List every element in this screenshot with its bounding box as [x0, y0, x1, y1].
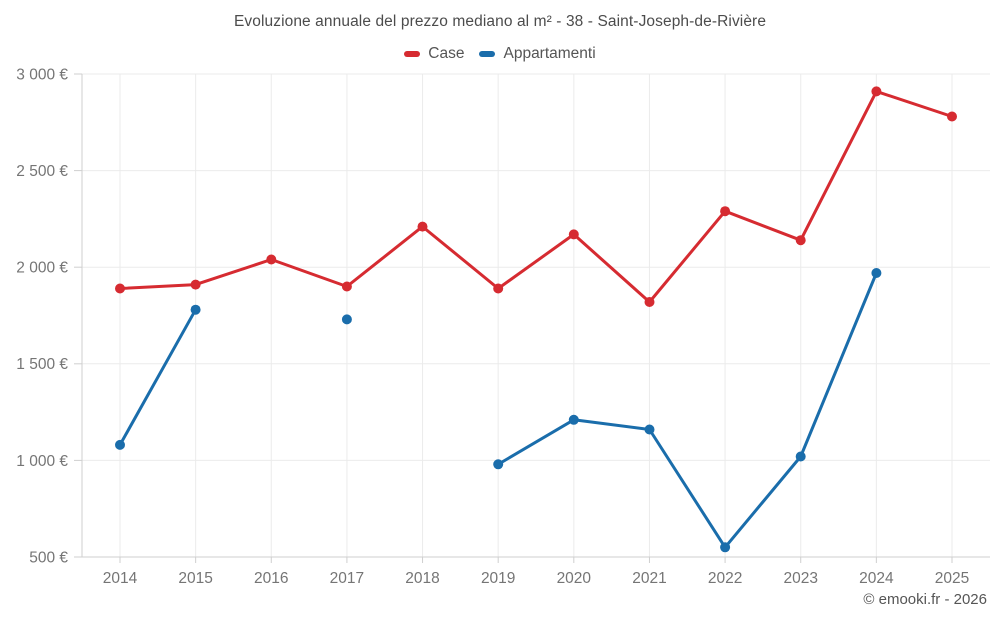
- x-axis-label: 2022: [708, 570, 742, 587]
- series-line-case: [118, 89, 954, 304]
- x-axis-label: 2019: [481, 570, 515, 587]
- y-axis-label: 1 500 €: [16, 356, 68, 373]
- data-point-case-2022[interactable]: [720, 206, 731, 217]
- data-point-case-2017[interactable]: [341, 281, 352, 292]
- series-line-appartamenti: [118, 271, 878, 549]
- case-series-swatch-icon: [404, 51, 421, 57]
- x-axis-label: 2021: [632, 570, 666, 587]
- x-axis-label: 2023: [783, 570, 817, 587]
- data-point-appartamenti-2021[interactable]: [644, 424, 655, 435]
- data-point-case-2015[interactable]: [190, 279, 201, 290]
- x-axis-label: 2024: [859, 570, 894, 587]
- y-axis-label: 3 000 €: [16, 66, 68, 83]
- legend-label-case: Case: [428, 45, 465, 62]
- y-axis-label: 1 000 €: [16, 453, 68, 470]
- data-point-case-2018[interactable]: [417, 221, 428, 232]
- x-axis-label: 2018: [405, 570, 439, 587]
- data-point-appartamenti-2014[interactable]: [115, 439, 125, 450]
- legend-item-appartamenti[interactable]: Appartamenti: [479, 45, 596, 63]
- chart-title: Evoluzione annuale del prezzo mediano al…: [233, 13, 767, 30]
- data-point-appartamenti-2017[interactable]: [341, 314, 352, 325]
- x-axis-label: 2020: [557, 570, 592, 587]
- data-point-appartamenti-2019[interactable]: [493, 459, 504, 470]
- x-axis-label: 2014: [103, 570, 138, 587]
- x-axis-label: 2015: [178, 570, 212, 587]
- data-point-case-2020[interactable]: [568, 229, 579, 240]
- copyright-text: © emooki.fr - 2026: [863, 591, 987, 608]
- data-point-appartamenti-2020[interactable]: [568, 414, 579, 425]
- data-point-case-2024[interactable]: [871, 86, 882, 97]
- y-axis-label: 2 500 €: [16, 163, 68, 180]
- legend-label-appartamenti: Appartamenti: [503, 45, 596, 62]
- data-point-appartamenti-2015[interactable]: [190, 304, 201, 315]
- appartamenti-series-swatch-icon: [479, 51, 496, 57]
- data-point-case-2023[interactable]: [795, 235, 806, 246]
- x-axis-label: 2017: [330, 570, 364, 587]
- data-point-case-2025[interactable]: [947, 111, 957, 122]
- x-axis-label: 2025: [935, 570, 969, 587]
- y-axis-label: 2 000 €: [16, 260, 68, 277]
- legend-item-case[interactable]: Case: [404, 45, 464, 63]
- data-point-appartamenti-2023[interactable]: [795, 451, 806, 462]
- data-point-case-2019[interactable]: [493, 283, 504, 294]
- data-point-case-2016[interactable]: [266, 254, 277, 265]
- data-point-case-2021[interactable]: [644, 297, 655, 307]
- x-axis-label: 2016: [254, 570, 288, 587]
- data-point-case-2014[interactable]: [115, 283, 125, 294]
- y-axis-label: 500 €: [29, 549, 68, 566]
- data-point-appartamenti-2022[interactable]: [720, 542, 731, 553]
- data-point-appartamenti-2024[interactable]: [871, 268, 882, 278]
- chart-legend: Case Appartamenti: [0, 45, 1000, 63]
